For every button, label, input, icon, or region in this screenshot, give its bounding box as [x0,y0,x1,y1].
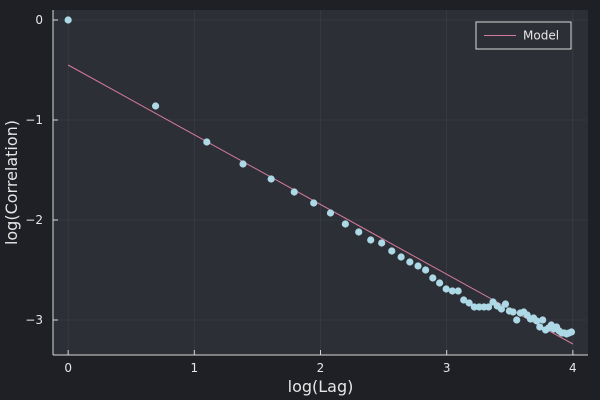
x-tick-label: 4 [569,361,577,375]
y-tick-label: −3 [25,313,43,327]
y-axis-title: log(Correlation) [2,120,21,245]
data-point [567,328,576,336]
tick-labels: 0 1 2 3 4 0 −1 −2 −3 [25,13,576,375]
data-point [355,228,363,236]
data-point [442,285,450,293]
data-point [367,236,375,244]
data-point [536,323,544,331]
x-tick-label: 2 [317,361,325,375]
data-point [414,262,422,270]
legend: Model [475,21,572,50]
x-tick-label: 1 [191,361,199,375]
data-point [484,303,493,311]
data-point [341,220,349,228]
data-point [465,299,473,307]
data-point [239,160,247,168]
data-point [509,308,517,316]
data-point [64,16,72,24]
data-point [429,274,437,282]
data-point [513,316,521,324]
x-tick-label: 0 [64,361,72,375]
data-point [454,287,462,295]
data-point [539,316,547,324]
data-point [267,175,275,183]
data-point [151,102,160,110]
data-point [436,279,444,287]
data-point [470,303,478,311]
data-point [501,300,510,308]
data-point [378,239,386,247]
data-point [310,199,318,207]
x-tick-label: 3 [443,361,451,375]
data-point [497,305,506,313]
data-point [533,317,541,325]
grid [53,10,588,355]
data-point [388,247,396,255]
model-series [67,64,574,345]
data-point [448,287,456,295]
model-line [67,64,574,345]
y-tick-label: −2 [25,213,43,227]
data-point [406,258,414,266]
y-tick-label: −1 [25,113,43,127]
data-point [460,296,468,304]
data-points [64,16,576,338]
y-tick-label: 0 [35,13,43,27]
data-point [422,266,430,274]
legend-label: Model [523,29,559,43]
x-axis-title: log(Lag) [288,377,354,396]
data-point [290,188,298,196]
data-point [326,209,335,217]
data-point [397,253,405,261]
axes [52,10,588,356]
data-point [203,138,211,146]
